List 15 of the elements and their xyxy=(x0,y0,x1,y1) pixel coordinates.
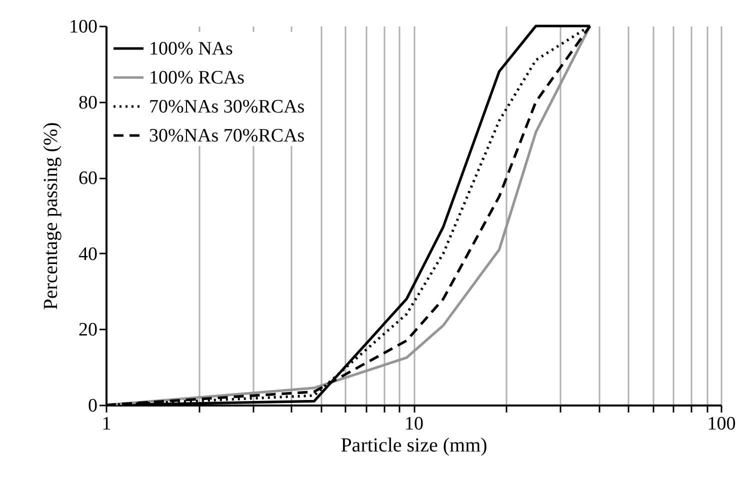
x-axis-title: Particle size (mm) xyxy=(340,434,488,456)
legend-label: 100% RCAs xyxy=(149,68,245,88)
y-tick-label: 60 xyxy=(78,168,98,190)
y-tick-label: 0 xyxy=(88,396,98,416)
y-tick-label: 100 xyxy=(69,16,98,38)
y-tick-label: 40 xyxy=(78,244,98,265)
y-tick-label: 80 xyxy=(78,92,98,114)
x-tick-label: 1 xyxy=(102,414,112,434)
legend-label: 30%NAs 70%RCAs xyxy=(149,126,305,146)
x-tick-label: 10 xyxy=(404,414,424,434)
y-axis-title: Percentage passing (%) xyxy=(40,122,62,310)
legend-label: 70%NAs 30%RCAs xyxy=(149,96,305,118)
legend-label: 100% NAs xyxy=(149,38,233,60)
y-tick-label: 20 xyxy=(78,320,98,341)
x-tick-label: 100 xyxy=(707,414,736,434)
